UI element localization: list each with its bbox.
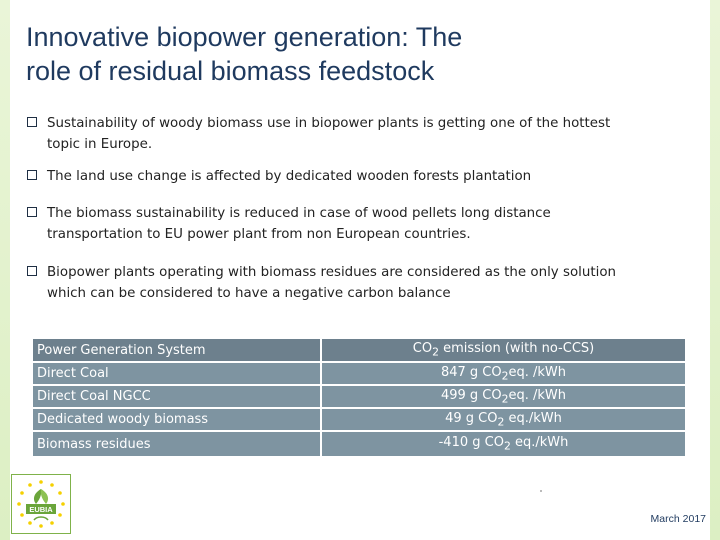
system-cell: Direct Coal xyxy=(33,363,320,384)
decorative-dot xyxy=(540,490,542,492)
emission-cell: 847 g CO2eq. /kWh xyxy=(322,363,685,384)
bullet-text: Sustainability of woody biomass use in b… xyxy=(47,116,611,131)
system-cell: Direct Coal NGCC xyxy=(33,386,320,407)
left-accent-bar xyxy=(0,0,10,540)
right-accent-bar xyxy=(710,0,720,540)
title-line-1: Innovative biopower generation: The xyxy=(26,22,463,52)
checkbox-bullet-icon xyxy=(27,207,37,217)
emission-cell: 49 g CO2 eq./kWh xyxy=(322,409,685,430)
table-row: Dedicated woody biomass 49 g CO2 eq./kWh xyxy=(33,409,685,430)
bullet-item: The biomass sustainability is reduced in… xyxy=(27,203,677,245)
emission-cell: 499 g CO2eq. /kWh xyxy=(322,386,685,407)
title-line-2: role of residual biomass feedstock xyxy=(26,56,435,86)
system-cell: Dedicated woody biomass xyxy=(33,409,320,430)
bullet-text: Biopower plants operating with biomass r… xyxy=(47,265,617,280)
table-row: Direct Coal NGCC 499 g CO2eq. /kWh xyxy=(33,386,685,407)
header-emission: CO2 emission (with no-CCS) xyxy=(322,339,685,361)
bullet-text: which can be considered to have a negati… xyxy=(47,286,451,301)
table-row: Biomass residues -410 g CO2 eq./kWh xyxy=(33,432,685,456)
bullet-text: transportation to EU power plant from no… xyxy=(47,227,471,242)
bullet-item: Biopower plants operating with biomass r… xyxy=(27,262,677,304)
header-system: Power Generation System xyxy=(33,339,320,361)
bullet-item: Sustainability of woody biomass use in b… xyxy=(27,113,677,155)
bullet-text: topic in Europe. xyxy=(47,137,153,152)
emissions-table: Power Generation System CO2 emission (wi… xyxy=(31,337,687,458)
emission-cell: -410 g CO2 eq./kWh xyxy=(322,432,685,456)
table-header-row: Power Generation System CO2 emission (wi… xyxy=(33,339,685,361)
checkbox-bullet-icon xyxy=(27,170,37,180)
eubia-logo-graphic: EUBIA xyxy=(14,477,68,531)
checkbox-bullet-icon xyxy=(27,117,37,127)
bullet-text: The biomass sustainability is reduced in… xyxy=(47,206,551,221)
table-row: Direct Coal 847 g CO2eq. /kWh xyxy=(33,363,685,384)
slide-title: Innovative biopower generation: The role… xyxy=(26,20,686,88)
eubia-logo: EUBIA xyxy=(11,474,71,534)
logo-text: EUBIA xyxy=(29,505,53,514)
bullet-list: Sustainability of woody biomass use in b… xyxy=(27,113,677,304)
bullet-text: The land use change is affected by dedic… xyxy=(47,169,532,184)
system-cell: Biomass residues xyxy=(33,432,320,456)
bullet-item: The land use change is affected by dedic… xyxy=(27,166,677,187)
checkbox-bullet-icon xyxy=(27,266,37,276)
slide-date: March 2017 xyxy=(650,513,706,525)
